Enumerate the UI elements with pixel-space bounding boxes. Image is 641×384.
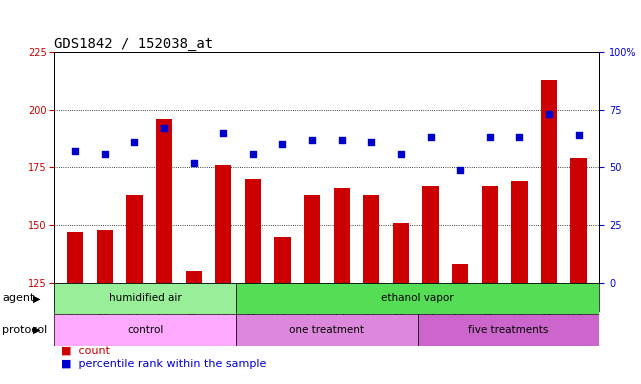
- Bar: [185, 271, 202, 283]
- Bar: [236, 314, 418, 346]
- Bar: [245, 179, 261, 283]
- Bar: [422, 186, 438, 283]
- Bar: [274, 237, 290, 283]
- Text: humidified air: humidified air: [109, 293, 181, 303]
- Point: [485, 134, 495, 141]
- Point: [514, 134, 524, 141]
- Bar: [67, 232, 83, 283]
- Bar: [481, 186, 498, 283]
- Text: ethanol vapor: ethanol vapor: [381, 293, 454, 303]
- Text: one treatment: one treatment: [289, 325, 365, 335]
- Point: [129, 139, 140, 145]
- Bar: [363, 195, 379, 283]
- Point: [218, 130, 228, 136]
- Bar: [215, 165, 231, 283]
- Point: [574, 132, 584, 138]
- Point: [159, 125, 169, 131]
- Bar: [452, 264, 469, 283]
- Point: [188, 160, 199, 166]
- Text: agent: agent: [2, 293, 35, 303]
- Point: [307, 137, 317, 143]
- Bar: [418, 314, 599, 346]
- Point: [366, 139, 376, 145]
- Text: protocol: protocol: [2, 325, 47, 335]
- Point: [395, 151, 406, 157]
- Text: ■  percentile rank within the sample: ■ percentile rank within the sample: [61, 359, 266, 369]
- Bar: [156, 119, 172, 283]
- Text: ▶: ▶: [33, 293, 41, 303]
- Bar: [126, 195, 142, 283]
- Bar: [54, 283, 236, 314]
- Point: [337, 137, 347, 143]
- Point: [455, 167, 465, 173]
- Bar: [541, 80, 557, 283]
- Text: GDS1842 / 152038_at: GDS1842 / 152038_at: [54, 37, 213, 51]
- Bar: [333, 188, 350, 283]
- Point: [70, 148, 80, 154]
- Text: ■  count: ■ count: [61, 345, 110, 355]
- Text: five treatments: five treatments: [469, 325, 549, 335]
- Text: control: control: [127, 325, 163, 335]
- Bar: [512, 181, 528, 283]
- Bar: [236, 283, 599, 314]
- Point: [248, 151, 258, 157]
- Point: [278, 141, 288, 147]
- Point: [426, 134, 436, 141]
- Bar: [393, 223, 409, 283]
- Bar: [54, 314, 236, 346]
- Point: [100, 151, 110, 157]
- Bar: [97, 230, 113, 283]
- Text: ▶: ▶: [33, 325, 41, 335]
- Bar: [570, 158, 587, 283]
- Point: [544, 111, 554, 118]
- Bar: [304, 195, 320, 283]
